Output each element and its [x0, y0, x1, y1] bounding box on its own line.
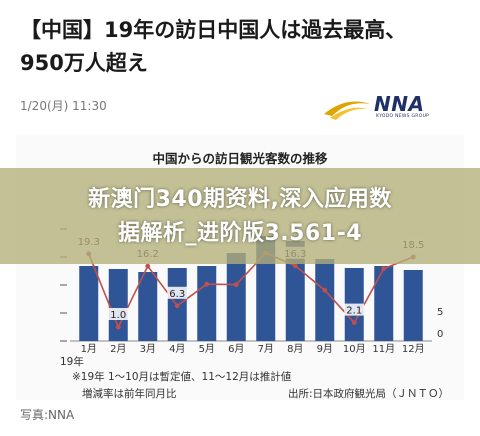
point-label-bg: [344, 303, 365, 316]
overlay-line-1: 新澳门340期资料,深入应用数: [88, 187, 392, 212]
growth-point-11: [381, 266, 387, 271]
headline-line-2: 950万人超え: [20, 51, 148, 75]
chart-note-1: ※19年 1～10月は暫定値、11～12月は推計値: [72, 371, 292, 383]
x-tick-label: 2月: [110, 343, 126, 355]
growth-point-4: [174, 303, 180, 309]
nna-logo: NNA KYODO NEWS GROUP: [322, 92, 434, 124]
bar-2: [108, 269, 128, 341]
point-label-10: 2.1: [346, 306, 362, 317]
bar-3: [138, 272, 158, 341]
bar-8: [285, 241, 305, 341]
bar-1: [79, 266, 99, 341]
growth-point-5: [204, 281, 210, 287]
chart-source: 出所:日本政府観光局（ＪＮＴＯ）: [288, 388, 450, 400]
overlay-banner: [0, 168, 480, 264]
x-tick-label: 3月: [140, 343, 156, 355]
photo-credit: 写真:NNA: [20, 408, 75, 422]
bar-11: [374, 266, 394, 341]
article-headline: 【中国】19年の訪日中国人は過去最高、 950万人超え: [20, 14, 460, 80]
year-label: 19年: [60, 356, 84, 368]
x-tick-label: 4月: [169, 343, 185, 355]
x-tick-label: 8月: [287, 343, 303, 355]
point-label-4: 6.3: [169, 289, 185, 300]
right-tick-label: 0: [437, 329, 443, 340]
growth-point-8: [292, 263, 298, 269]
growth-point-3: [145, 263, 151, 269]
logo-swoosh-icon: [324, 101, 370, 120]
growth-point-10: [351, 320, 357, 325]
bar-5: [197, 266, 217, 341]
logo-subtext: KYODO NEWS GROUP: [376, 114, 430, 119]
x-tick-label: 10月: [343, 343, 366, 355]
headline-line-1: 【中国】19年の訪日中国人は過去最高、: [20, 18, 407, 42]
point-label-bg: [108, 308, 129, 320]
chart-note-2: 増減率は前年同月比: [82, 388, 177, 400]
growth-point-9: [322, 287, 328, 293]
point-label-bg: [167, 286, 188, 299]
growth-point-2: [115, 324, 121, 330]
x-tick-label: 12月: [402, 343, 425, 355]
bar-12: [403, 270, 423, 341]
bar-9: [315, 259, 335, 341]
x-tick-label: 5月: [199, 343, 215, 355]
x-tick-label: 9月: [317, 343, 333, 355]
x-tick-label: 7月: [258, 343, 274, 355]
growth-line: [88, 252, 414, 329]
growth-point-6: [233, 282, 239, 287]
chart-title: 中国からの訪日観光客数の推移: [152, 151, 328, 166]
publish-date: 1/20(月) 11:30: [20, 99, 107, 113]
x-tick-label: 11月: [372, 343, 395, 355]
x-tick-label: 6月: [228, 343, 244, 355]
right-tick-label: 5: [437, 307, 443, 318]
overlay-line-2: 据解析_进阶版3.561-4: [117, 221, 363, 246]
point-label-2: 1.0: [110, 310, 126, 321]
logo-text: NNA: [374, 92, 425, 116]
x-tick-label: 1月: [81, 343, 97, 355]
bar-6: [226, 253, 246, 341]
overlay-text: 新澳门340期资料,深入应用数 据解析_进阶版3.561-4: [0, 183, 480, 251]
